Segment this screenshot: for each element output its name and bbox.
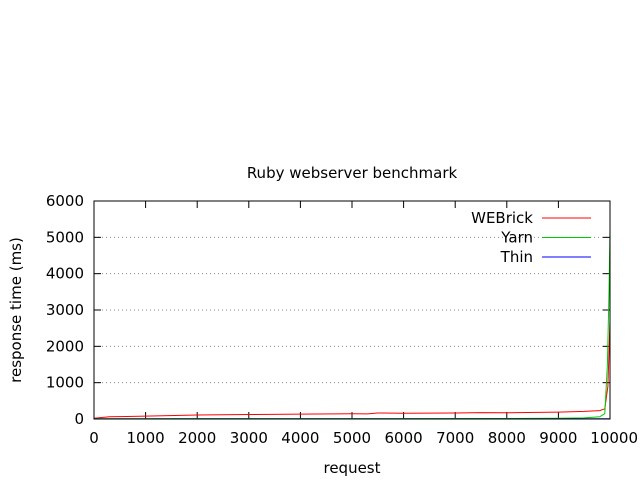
y-tick-label: 3000 bbox=[46, 301, 84, 319]
x-tick-labels: 0 1000 2000 3000 4000 5000 6000 7000 8000 9000 100… bbox=[89, 429, 638, 447]
legend-label-yarn: Yarn bbox=[500, 229, 533, 247]
y-tick-label: 0 bbox=[74, 410, 84, 428]
x-tick-label: 0 bbox=[89, 429, 99, 447]
chart-title: Ruby webserver benchmark bbox=[247, 164, 458, 182]
x-tick-label: 7000 bbox=[436, 429, 474, 447]
y-tick-labels: 0 1000 2000 3000 4000 5000 6000 bbox=[46, 192, 84, 428]
x-tick-label: 3000 bbox=[230, 429, 268, 447]
y-tick-label: 4000 bbox=[46, 265, 84, 283]
x-tick-label: 5000 bbox=[333, 429, 371, 447]
x-tick-label: 1000 bbox=[127, 429, 165, 447]
y-tick-label: 1000 bbox=[46, 374, 84, 392]
x-tick-label: 4000 bbox=[281, 429, 319, 447]
x-tick-label: 6000 bbox=[385, 429, 423, 447]
x-tick-label: 8000 bbox=[488, 429, 526, 447]
series-line-webrick bbox=[93, 320, 611, 419]
legend-label-webrick: WEBrick bbox=[471, 209, 533, 227]
y-tick-label: 2000 bbox=[46, 337, 84, 355]
x-tick-label: 10000 bbox=[590, 429, 638, 447]
x-tick-label: 2000 bbox=[178, 429, 216, 447]
plot-area-border bbox=[93, 200, 611, 420]
y-tick-label: 6000 bbox=[46, 192, 84, 210]
legend-label-thin: Thin bbox=[500, 248, 533, 266]
y-axis-label: response time (ms) bbox=[7, 237, 25, 383]
x-axis-label: request bbox=[323, 459, 380, 477]
y-tick-label: 5000 bbox=[46, 228, 84, 246]
x-tick-label: 9000 bbox=[539, 429, 577, 447]
